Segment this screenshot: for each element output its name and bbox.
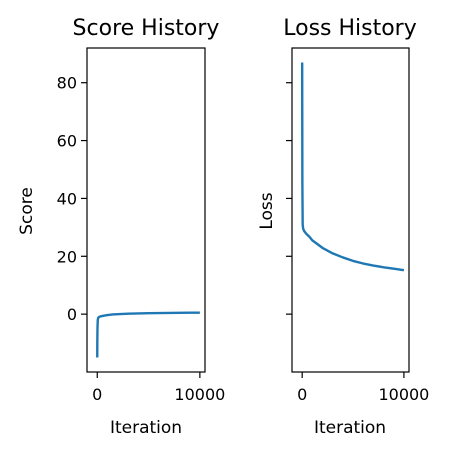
series-line — [96, 311, 200, 358]
x-tick-label: 0 — [92, 385, 102, 404]
x-tick-label: 0 — [297, 385, 307, 404]
series-line — [300, 62, 405, 272]
x-tick-label: 10000 — [378, 385, 429, 404]
score-x-axis-label: Iteration — [110, 418, 182, 438]
score-history-title: Score History — [73, 16, 220, 41]
y-tick-label: 0 — [67, 305, 77, 324]
loss-history-title: Loss History — [283, 16, 417, 41]
loss-history-subplot: Loss History 0 10000 Iteration Loss — [257, 16, 429, 438]
y-tick-label: 60 — [57, 132, 77, 151]
loss-y-axis-label: Loss — [257, 192, 277, 229]
axes-frame — [86, 47, 206, 373]
y-tick-label: 40 — [57, 189, 77, 208]
y-tick-label: 20 — [57, 247, 77, 266]
score-y-axis-label: Score — [17, 187, 37, 235]
score-plot-area: 0 20 40 60 80 0 10000 — [57, 47, 225, 404]
loss-x-axis-label: Iteration — [314, 418, 386, 438]
loss-plot-area: 0 10000 — [286, 47, 429, 404]
x-tick-label: 10000 — [174, 385, 225, 404]
y-tick-label: 80 — [57, 74, 77, 93]
axes-frame — [291, 47, 410, 373]
